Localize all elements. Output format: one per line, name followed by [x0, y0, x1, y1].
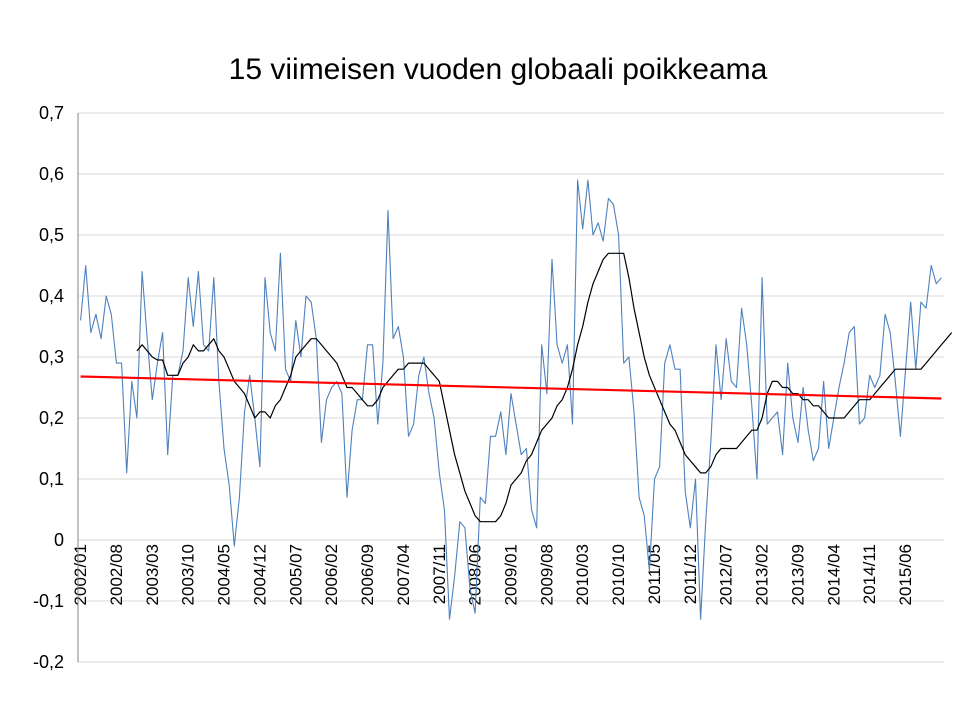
x-tick-label: 2009/01 — [502, 544, 521, 605]
x-tick-label: 2004/05 — [215, 544, 234, 605]
y-tick-label: -0,1 — [33, 591, 64, 611]
x-tick-label: 2003/03 — [143, 544, 162, 605]
x-tick-label: 2014/04 — [824, 544, 843, 605]
x-tick-label: 2010/10 — [609, 544, 628, 605]
x-tick-label: 2014/11 — [860, 544, 879, 604]
x-tick-label: 2015/06 — [896, 544, 915, 605]
x-tick-label: 2007/11 — [430, 544, 449, 604]
x-tick-label: 2010/03 — [573, 544, 592, 605]
x-tick-label: 2006/02 — [322, 544, 341, 605]
x-tick-label: 2013/09 — [788, 544, 807, 605]
series-group — [80, 179, 953, 620]
gridlines — [78, 112, 944, 663]
x-tick-label: 2007/04 — [394, 544, 413, 605]
y-tick-label: -0,2 — [33, 652, 64, 672]
x-tick-label: 2004/12 — [250, 544, 269, 605]
y-tick-label: 0,6 — [39, 164, 64, 184]
series-line-monthly — [80, 179, 942, 620]
x-tick-label: 2012/07 — [717, 544, 736, 605]
y-tick-label: 0 — [54, 530, 64, 550]
x-tick-label: 2002/01 — [71, 544, 90, 605]
y-tick-label: 0,2 — [39, 408, 64, 428]
y-tick-label: 0,5 — [39, 225, 64, 245]
y-tick-label: 0,4 — [39, 286, 64, 306]
x-tick-label: 2003/10 — [179, 544, 198, 605]
x-tick-label: 2005/07 — [286, 544, 305, 605]
series-line-moving-average — [136, 252, 953, 523]
y-axis-ticks: -0,2 -0,1 0 0,1 0,2 0,3 0,4 0,5 0,6 0,7 — [33, 103, 64, 672]
chart-title: 15 viimeisen vuoden globaali poikkeama — [229, 53, 768, 86]
x-tick-label: 2006/09 — [358, 544, 377, 605]
y-tick-label: 0,1 — [39, 469, 64, 489]
trend-line — [80, 375, 942, 400]
x-tick-label: 2002/08 — [107, 544, 126, 605]
y-tick-label: 0,7 — [39, 103, 64, 123]
y-tick-label: 0,3 — [39, 347, 64, 367]
x-tick-label: 2009/08 — [537, 544, 556, 605]
x-tick-label: 2011/12 — [681, 544, 700, 604]
x-tick-label: 2013/02 — [753, 544, 772, 605]
